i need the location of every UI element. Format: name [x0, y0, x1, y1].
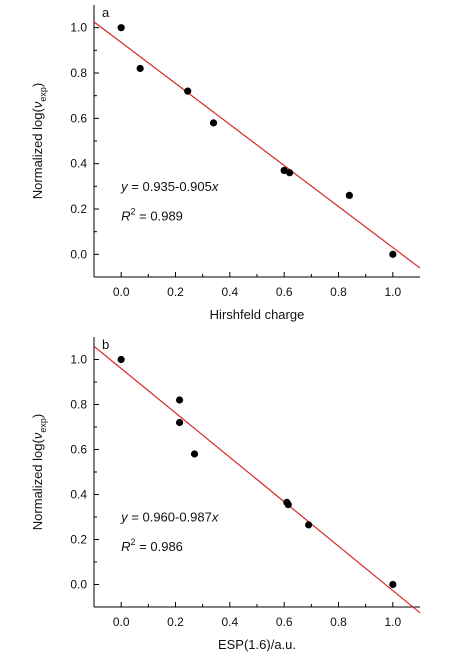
x-tick-label: 0.4 — [221, 615, 238, 629]
x-tick-label: 1.0 — [384, 285, 401, 299]
data-point — [280, 166, 288, 175]
data-point — [389, 250, 397, 258]
fit-line — [93, 21, 421, 269]
x-tick-label: 0.4 — [221, 285, 238, 299]
data-point — [136, 64, 144, 73]
data-point — [209, 119, 218, 127]
r-squared: R2 = 0.989 — [121, 206, 183, 223]
data-point — [190, 450, 199, 458]
x-tick-label: 0.0 — [113, 615, 130, 629]
y-axis-title: Normalized log(νexp) — [30, 414, 48, 530]
y-axis-title-subscript: exp — [38, 87, 48, 102]
y-tick-label: 0.6 — [70, 443, 87, 457]
r-squared-value: = 0.989 — [136, 208, 183, 223]
x-tick-label: 1.0 — [384, 615, 401, 629]
x-axis-title: ESP(1.6)/a.u. — [218, 637, 296, 652]
r-squared-sup: 2 — [131, 206, 136, 216]
fit-equation-rhs: = 0.960-0.987 — [128, 510, 212, 525]
y-tick-label: 1.0 — [70, 21, 87, 35]
r-squared-symbol: R — [121, 539, 130, 554]
chart-panel-a: 0.0 0.2 0.4 0.6 0.8 1.0 0.0 0.2 0.4 0.6 0.8 1.0 Hirs… — [30, 5, 421, 322]
data-point — [284, 501, 292, 509]
x-tick-label: 0.2 — [167, 615, 184, 629]
r-squared-symbol: R — [121, 208, 130, 223]
data-point — [175, 418, 184, 427]
fit-equation-var: x — [211, 510, 219, 525]
y-tick-label: 1.0 — [70, 353, 87, 367]
fit-equation-lhs: y — [120, 179, 129, 194]
data-point — [117, 24, 125, 32]
y-tick-label: 0.8 — [70, 66, 87, 80]
fit-equation-var: x — [211, 179, 219, 194]
data-point — [117, 355, 125, 364]
data-point — [184, 87, 192, 95]
data-point — [286, 169, 294, 177]
y-axis-title-subscript: exp — [38, 418, 48, 433]
x-tick-label: 0.8 — [330, 285, 347, 299]
x-axis-title: Hirshfeld charge — [210, 307, 305, 322]
panel-label: a — [102, 5, 110, 20]
data-point — [305, 521, 313, 529]
x-tick-label: 0.2 — [167, 285, 184, 299]
y-tick-label: 0.2 — [70, 202, 87, 216]
data-point — [175, 396, 184, 404]
y-axis-title-prefix: Normalized log( — [30, 108, 45, 200]
fit-equation: y = 0.960-0.987x — [120, 510, 219, 525]
r-squared-value: = 0.986 — [136, 539, 183, 554]
x-tick-label: 0.8 — [330, 615, 347, 629]
y-tick-label: 0.0 — [70, 578, 87, 592]
x-tick-label: 0.6 — [276, 615, 293, 629]
y-axis-title-suffix: ) — [30, 414, 45, 418]
fit-line — [93, 345, 421, 614]
data-point — [345, 191, 353, 199]
chart-panel-b: 0.0 0.2 0.4 0.6 0.8 1.0 0.0 0.2 0.4 0.6 0.8 1.0 ESP(… — [30, 337, 421, 652]
y-axis-title-suffix: ) — [30, 83, 45, 87]
y-axis-title: Normalized log(νexp) — [30, 83, 48, 199]
y-tick-label: 0.0 — [70, 247, 87, 261]
y-tick-label: 0.6 — [70, 111, 87, 125]
y-tick-label: 0.4 — [70, 157, 87, 171]
fit-equation-rhs: = 0.935-0.905 — [128, 179, 212, 194]
r-squared: R2 = 0.986 — [121, 537, 183, 554]
fit-equation: y = 0.935-0.905x — [120, 179, 219, 194]
y-tick-label: 0.2 — [70, 533, 87, 547]
fit-equation-lhs: y — [120, 510, 129, 525]
y-axis-title-symbol: ν — [30, 432, 45, 439]
x-tick-label: 0.0 — [113, 285, 130, 299]
y-tick-label: 0.8 — [70, 398, 87, 412]
r-squared-sup: 2 — [131, 537, 136, 547]
data-point — [389, 580, 397, 589]
y-tick-label: 0.4 — [70, 488, 87, 502]
panel-label: b — [102, 337, 109, 352]
y-axis-title-symbol: ν — [30, 101, 45, 108]
y-axis-title-prefix: Normalized log( — [30, 439, 45, 531]
x-tick-label: 0.6 — [276, 285, 293, 299]
